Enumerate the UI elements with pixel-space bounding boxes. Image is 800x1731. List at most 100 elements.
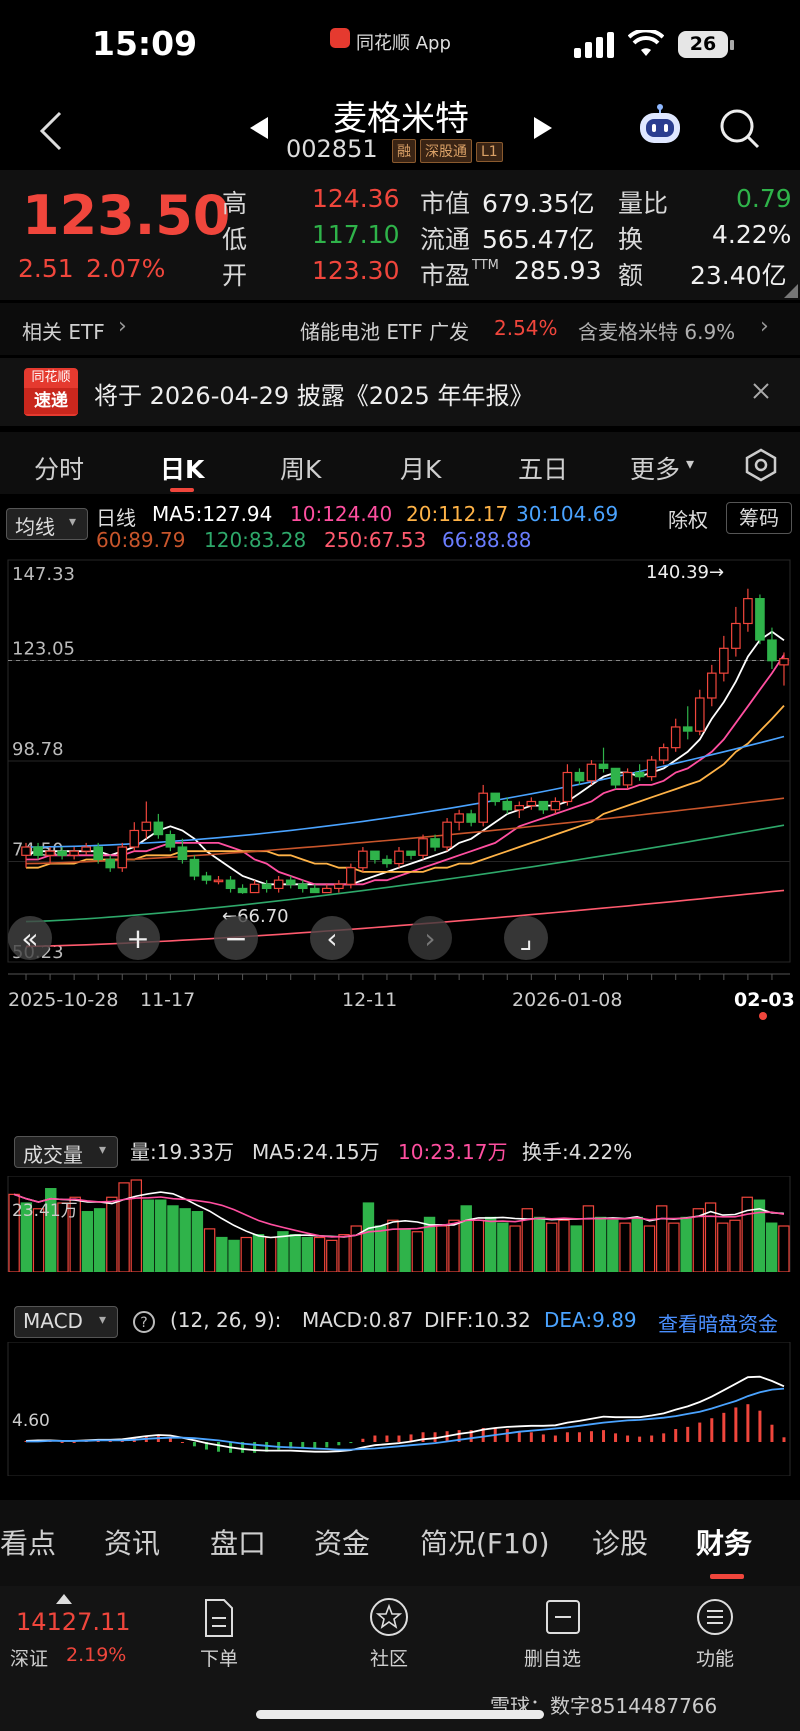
- tab-capital-flow[interactable]: 资金: [314, 1527, 371, 1560]
- candle-body: [442, 821, 452, 848]
- candle-body: [586, 763, 597, 782]
- volume-bar: [142, 1199, 155, 1272]
- tab-order-book[interactable]: 盘口: [210, 1527, 267, 1560]
- scroll-right-icon-bg: [408, 916, 452, 960]
- search-icon[interactable]: [718, 107, 762, 151]
- volume-bar: [69, 1196, 81, 1272]
- candle-body: [478, 792, 489, 823]
- volume-bar: [191, 1211, 204, 1272]
- zoom-in-icon[interactable]: +: [116, 916, 160, 960]
- fullscreen-icon[interactable]: ⌟: [504, 916, 548, 960]
- volume-bar: [411, 1231, 424, 1272]
- next-stock-icon[interactable]: [532, 115, 554, 141]
- macd-chart[interactable]: 4.60: [0, 1342, 800, 1476]
- volume-bar: [594, 1216, 607, 1272]
- settings-hexagon-icon[interactable]: [744, 448, 778, 482]
- macd-histogram-bar: [108, 1440, 112, 1442]
- tab-five-day[interactable]: 五日: [518, 455, 569, 484]
- macd-histogram-bar: [421, 1432, 425, 1442]
- macd-histogram-bar: [650, 1435, 654, 1442]
- ma-legend: 均线 ▾ 日线 MA5:127.94 10:124.40 20:112.17 3…: [0, 496, 800, 552]
- back-icon[interactable]: [36, 109, 66, 153]
- volume-value: 量:19.33万: [130, 1140, 234, 1164]
- chip-distribution-button[interactable]: 筹码: [726, 502, 792, 534]
- candle-body: [767, 639, 777, 662]
- macd-histogram-bar: [265, 1442, 269, 1452]
- y-tick-label: 98.78: [12, 739, 64, 760]
- candle-body: [69, 850, 79, 856]
- scroll-right-icon[interactable]: ›: [408, 916, 452, 960]
- ma60-value: 60:89.79: [96, 528, 186, 552]
- volume-bar: [264, 1236, 277, 1272]
- zoom-out-icon[interactable]: −: [214, 916, 258, 960]
- macd-histogram-bar: [349, 1442, 353, 1444]
- nav-order[interactable]: 下单: [180, 1594, 260, 1674]
- candle-body: [45, 850, 55, 856]
- etf-row[interactable]: 相关 ETF › 储能电池 ETF 广发 2.54% 含麦格米特 6.9% ›: [0, 303, 800, 355]
- notice-banner[interactable]: 同花顺 速递 将于 2026-04-29 披露《2025 年年报》: [0, 358, 800, 426]
- macd-selector[interactable]: MACD ▾: [14, 1306, 118, 1338]
- candle-body: [694, 697, 705, 732]
- candle-body: [598, 763, 609, 769]
- fullscreen-icon-glyph: ⌟: [519, 922, 532, 955]
- candle-body: [57, 850, 67, 856]
- candle-body: [225, 879, 236, 890]
- candle-body: [105, 858, 116, 869]
- macd-y-tick: 4.60: [12, 1411, 50, 1431]
- tab-monthly-k[interactable]: 月K: [400, 455, 442, 484]
- macd-histogram-bar: [217, 1442, 221, 1452]
- notice-text: 将于 2026-04-29 披露《2025 年年报》: [94, 382, 534, 410]
- tab-diagnosis[interactable]: 诊股: [592, 1527, 649, 1560]
- volume-bar: [20, 1202, 33, 1272]
- volume-selector[interactable]: 成交量 ▾: [14, 1136, 118, 1168]
- candle-body: [237, 887, 248, 894]
- community-icon: [370, 1598, 408, 1636]
- nav-functions[interactable]: 功能: [676, 1594, 756, 1674]
- etf-pct: 2.54%: [494, 316, 558, 340]
- macd-histogram-bar: [626, 1435, 630, 1442]
- prev-stock-icon[interactable]: [248, 115, 270, 141]
- dark-pool-link[interactable]: 查看暗盘资金: [658, 1312, 778, 1336]
- expand-corner-icon[interactable]: [784, 284, 798, 298]
- x-tick-label: 2026-01-08: [512, 989, 622, 1011]
- low-value: 117.10: [312, 220, 400, 249]
- pe-ttm-sup: TTM: [472, 258, 499, 273]
- candle-body: [177, 846, 188, 861]
- volume-chart[interactable]: 23.41万: [0, 1176, 800, 1272]
- tab-daily-k[interactable]: 日K: [160, 455, 205, 484]
- scroll-left-icon[interactable]: ‹: [310, 916, 354, 960]
- tab-news[interactable]: 资讯: [104, 1527, 161, 1560]
- candle-body: [658, 747, 669, 761]
- tab-financials[interactable]: 财务: [696, 1527, 753, 1560]
- low-label: 低: [222, 225, 248, 254]
- macd-frame: [7, 1342, 791, 1476]
- active-tab-indicator: [710, 1574, 744, 1579]
- tab-f10-profile[interactable]: 简况(F10): [420, 1527, 550, 1560]
- close-icon[interactable]: [752, 382, 770, 400]
- tab-more[interactable]: 更多: [630, 455, 681, 484]
- float-value: 565.47亿: [482, 225, 595, 254]
- home-indicator: [256, 1710, 544, 1719]
- nav-remove-watchlist[interactable]: 删自选: [514, 1594, 614, 1674]
- x-tick-label: 2025-10-28: [8, 989, 118, 1011]
- ma-selector[interactable]: 均线 ▾: [6, 508, 88, 540]
- volume-bar: [350, 1225, 362, 1272]
- candle-body: [321, 887, 332, 894]
- kline-chart[interactable]: 147.33123.0598.7874.5050.23140.39→←66.70…: [0, 552, 800, 1120]
- stock-tags: 融深股通 L1: [388, 139, 503, 163]
- volume-frame: [7, 1176, 791, 1272]
- tab-intraday[interactable]: 分时: [34, 455, 85, 484]
- pe-value: 285.93: [514, 256, 602, 285]
- macd-histogram-bar: [758, 1410, 762, 1442]
- ma-line-ma60: [25, 797, 785, 865]
- zoom-reset-icon[interactable]: «: [8, 916, 52, 960]
- tab-highlights[interactable]: 看点: [0, 1527, 57, 1560]
- fq-toggle[interactable]: 除权: [668, 508, 708, 532]
- macd-histogram-bar: [409, 1434, 413, 1442]
- tab-weekly-k[interactable]: 周K: [280, 455, 322, 484]
- index-value[interactable]: 14127.11: [16, 1608, 131, 1636]
- help-icon[interactable]: ?: [132, 1310, 156, 1334]
- nav-community[interactable]: 社区: [350, 1594, 430, 1674]
- volume-bar: [741, 1196, 753, 1272]
- robot-assistant-icon[interactable]: [636, 103, 684, 147]
